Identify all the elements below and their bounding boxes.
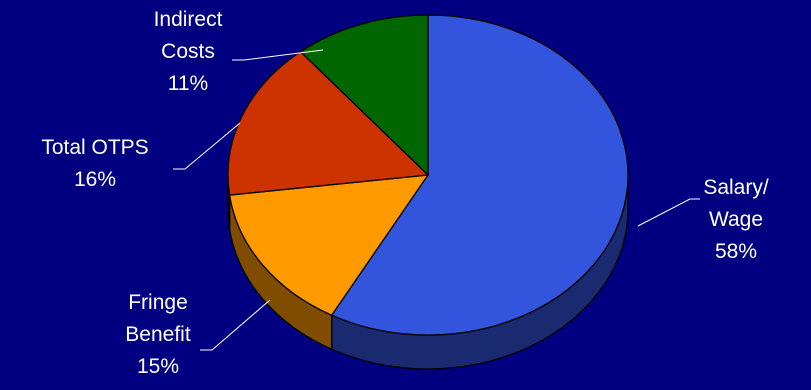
slice-name-line: Benefit [125, 323, 191, 346]
pie-slices [227, 14, 629, 336]
slice-label-2: Total OTPS 16% [41, 132, 148, 196]
slice-percent: 11% [167, 72, 209, 95]
slice-percent: 16% [73, 168, 117, 191]
pie-slice-3 [299, 14, 429, 176]
slice-name-line: Indirect [153, 8, 223, 31]
slice-name-line: Costs [161, 40, 215, 63]
leader-line-0 [637, 198, 700, 227]
pie-slice-0 [330, 14, 629, 336]
pie-slice-2 [227, 51, 429, 196]
leader-line-2 [173, 122, 241, 170]
slice-name-line: Salary/ [703, 176, 769, 199]
slice-name-line: Wage [708, 208, 764, 231]
slice-percent: 58% [714, 240, 758, 263]
slice-name-line: Total OTPS [41, 136, 149, 159]
leader-lines [173, 49, 700, 351]
slice-percent: 15% [136, 355, 180, 378]
slice-label-3: Indirect Costs 11% [154, 4, 223, 100]
slice-name-line: Fringe [128, 291, 188, 314]
slice-label-0: Salary/Wage 58% [703, 172, 768, 268]
leader-line-3 [232, 49, 324, 61]
slice-label-1: Fringe Benefit 15% [125, 287, 190, 383]
leader-line-1 [200, 299, 271, 351]
pie-slice-1 [228, 174, 429, 316]
